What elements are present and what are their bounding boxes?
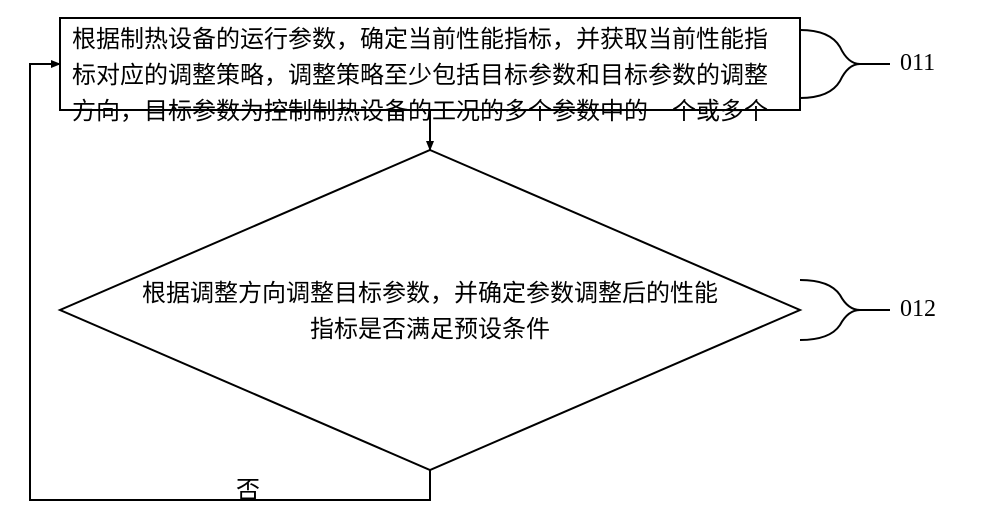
callout-brace-012 xyxy=(800,280,890,340)
callout-011: 011 xyxy=(900,50,935,77)
callout-brace-011 xyxy=(800,30,890,98)
text-line: 标对应的调整策略，调整策略至少包括目标参数和目标参数的调整 xyxy=(72,58,788,94)
edge-no-label: 否 xyxy=(236,470,260,505)
callout-012: 012 xyxy=(900,296,936,323)
text-line: 方向，目标参数为控制制热设备的工况的多个参数中的一个或多个 xyxy=(72,94,788,130)
text-line: 根据调整方向调整目标参数，并确定参数调整后的性能 xyxy=(120,276,740,312)
text-line: 指标是否满足预设条件 xyxy=(120,312,740,348)
decision-diamond-text: 根据调整方向调整目标参数，并确定参数调整后的性能 指标是否满足预设条件 xyxy=(120,276,740,348)
text-line: 根据制热设备的运行参数，确定当前性能指标，并获取当前性能指 xyxy=(72,22,788,58)
process-box-text: 根据制热设备的运行参数，确定当前性能指标，并获取当前性能指 标对应的调整策略，调… xyxy=(72,22,788,130)
